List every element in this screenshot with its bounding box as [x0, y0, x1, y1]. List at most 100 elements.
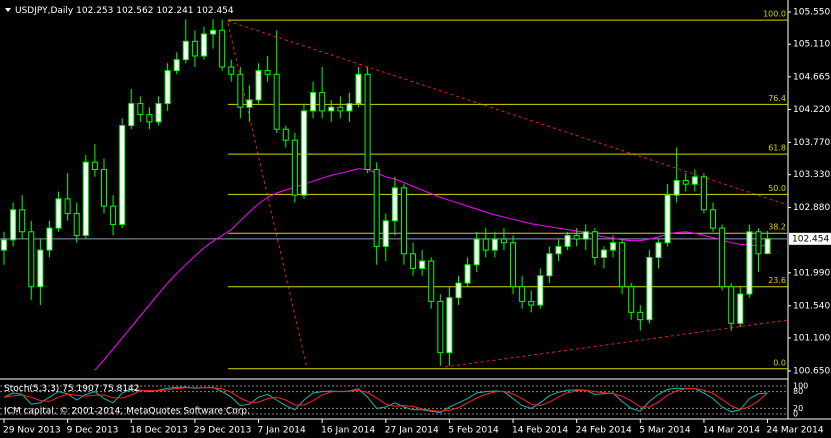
candle-body	[491, 238, 498, 251]
candle-body	[700, 176, 707, 211]
header-value: 102.562	[116, 6, 153, 16]
stoch-tick-label: 100	[793, 382, 808, 391]
y-tick-label: 103.330	[793, 170, 830, 180]
candle-body	[328, 106, 335, 112]
header-value: 75.8142	[102, 384, 139, 394]
header-value: 102.241	[156, 6, 193, 16]
candle-body	[473, 238, 480, 266]
x-tick-label: 9 Dec 2013	[67, 426, 119, 436]
candle-body	[82, 161, 89, 236]
candle-body	[146, 114, 153, 123]
candle-body	[346, 103, 353, 112]
candle-body	[219, 29, 226, 68]
candle-body	[764, 238, 771, 255]
x-tick-label: 27 Jan 2014	[385, 426, 439, 436]
candle-body	[191, 40, 198, 57]
chart-title: USDJPY,Daily 102.253 102.562 102.241 102…	[15, 6, 234, 16]
candle-body	[291, 139, 298, 196]
chart-title-text: USDJPY,Daily	[15, 6, 74, 16]
fib-label: 0.0	[773, 358, 786, 367]
candle-body	[410, 253, 417, 269]
candle-body	[400, 187, 407, 255]
candle-body	[655, 242, 662, 258]
candle-body	[255, 70, 262, 101]
candle-body	[319, 92, 326, 112]
candle-body	[510, 242, 517, 288]
x-tick-label: 18 Dec 2013	[130, 426, 188, 436]
candle-body	[91, 161, 98, 171]
candle-body	[573, 234, 580, 240]
y-tick-label: 104.665	[793, 72, 830, 82]
copyright: ICM capital, © 2001-2014, MetaQuotes Sof…	[4, 407, 250, 417]
candle-body	[419, 260, 426, 269]
candle-body	[682, 180, 689, 185]
price-label: 102.454	[792, 234, 829, 244]
candle-body	[437, 300, 444, 354]
trend-line	[227, 20, 789, 206]
candle-body	[300, 110, 307, 196]
candle-body	[210, 29, 217, 35]
candle-body	[164, 70, 171, 105]
stoch-line	[3, 387, 768, 412]
stoch-tick-label: 20	[793, 404, 803, 413]
menu-arrow[interactable]	[5, 8, 11, 12]
candle-body	[128, 103, 135, 127]
y-tick-label: 101.990	[793, 268, 830, 278]
candle-body	[373, 169, 380, 247]
candle-body	[564, 234, 571, 247]
candle-body	[55, 198, 62, 229]
candle-body	[273, 73, 280, 130]
candle-body	[391, 187, 398, 222]
y-tick-label: 103.770	[793, 138, 830, 148]
candle-body	[673, 180, 680, 196]
candle-body	[600, 249, 607, 258]
candle-body	[628, 286, 635, 313]
y-tick-label: 105.110	[793, 40, 830, 50]
moving-average	[94, 168, 768, 371]
candle-body	[464, 264, 471, 284]
candle-body	[546, 253, 553, 277]
fib-label: 38.2	[768, 223, 786, 232]
stoch-title: Stoch(5,3,3) 75.1907 75.8142	[4, 384, 140, 394]
candle-body	[719, 227, 726, 288]
candle-body	[10, 209, 17, 241]
candle-body	[155, 103, 162, 123]
x-tick-label: 29 Dec 2013	[194, 426, 252, 436]
candle-body	[664, 194, 671, 244]
candle-body	[100, 169, 107, 207]
x-tick-label: 7 Jan 2014	[258, 426, 306, 436]
candle-body	[73, 212, 80, 236]
x-tick-label: 14 Mar 2014	[703, 426, 760, 436]
candle-body	[691, 176, 698, 185]
candle-body	[110, 205, 117, 225]
trend-line	[227, 22, 308, 369]
y-tick-label: 101.540	[793, 301, 830, 311]
candle-body	[519, 286, 526, 302]
candle-body	[337, 106, 344, 112]
stoch-tick-label: 80	[793, 387, 803, 396]
candle-body	[555, 245, 562, 255]
candle-body	[382, 220, 389, 247]
candle-body	[482, 238, 489, 251]
y-tick-label: 105.550	[793, 8, 830, 18]
fib-label: 100.0	[763, 10, 786, 19]
candle-body	[228, 66, 235, 75]
candle-body	[119, 125, 126, 225]
candle-body	[237, 73, 244, 108]
candle-body	[582, 231, 589, 240]
x-tick-label: 16 Jan 2014	[321, 426, 375, 436]
y-tick-label: 100.650	[793, 366, 830, 376]
fib-label: 61.8	[768, 144, 786, 153]
x-tick-label: 5 Feb 2014	[448, 426, 499, 436]
candle-body	[755, 231, 762, 255]
candle-body	[610, 242, 617, 251]
candle-body	[537, 275, 544, 306]
fib-label: 50.0	[768, 184, 786, 193]
stoch-title-text: Stoch(5,3,3)	[4, 384, 59, 394]
x-tick-label: 14 Feb 2014	[512, 426, 568, 436]
x-tick-label: 24 Mar 2014	[767, 426, 824, 436]
y-tick-label: 102.880	[793, 203, 830, 213]
stoch-line	[3, 386, 768, 414]
candle-body	[500, 238, 507, 244]
